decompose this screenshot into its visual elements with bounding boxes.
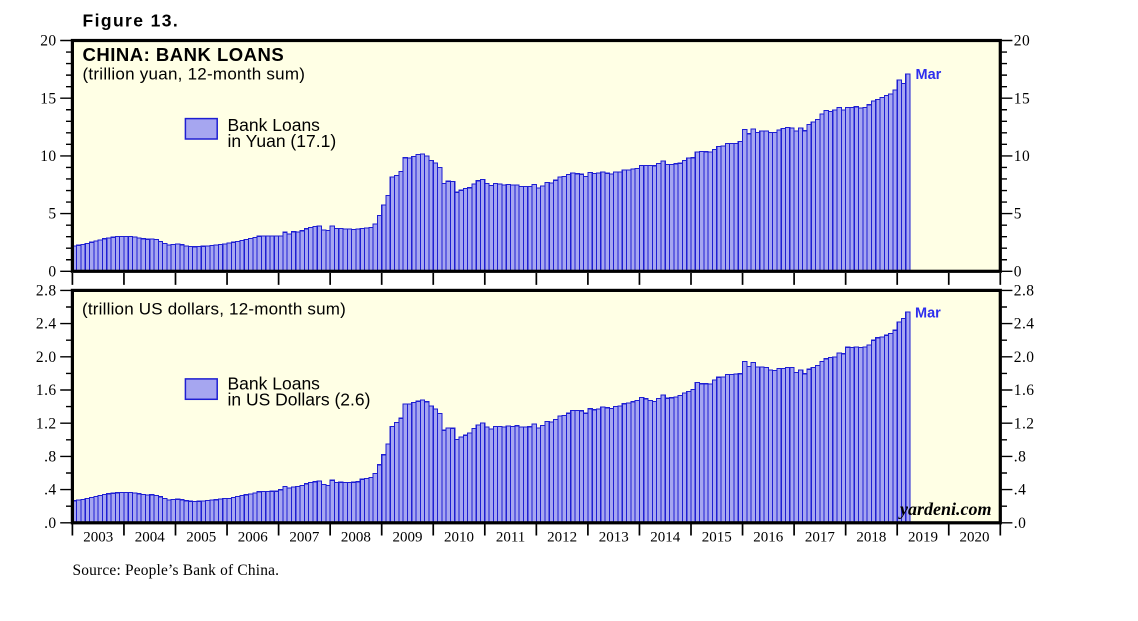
svg-text:2011: 2011 xyxy=(496,530,525,546)
svg-text:.0: .0 xyxy=(44,515,56,532)
svg-text:2.4: 2.4 xyxy=(1014,316,1035,333)
svg-text:.4: .4 xyxy=(44,482,56,499)
svg-text:2018: 2018 xyxy=(856,530,886,546)
svg-text:0: 0 xyxy=(1014,263,1022,280)
svg-text:2013: 2013 xyxy=(599,530,629,546)
svg-text:5: 5 xyxy=(1014,206,1022,223)
svg-text:2009: 2009 xyxy=(393,530,423,546)
svg-text:2.8: 2.8 xyxy=(1014,283,1035,300)
svg-text:2.4: 2.4 xyxy=(36,316,57,333)
svg-text:2016: 2016 xyxy=(753,530,784,546)
svg-text:.0: .0 xyxy=(1014,515,1026,532)
svg-text:Bank Loans: Bank Loans xyxy=(228,374,321,394)
svg-text:2007: 2007 xyxy=(289,530,320,546)
svg-text:Bank Loans: Bank Loans xyxy=(228,115,321,135)
svg-text:2006: 2006 xyxy=(238,530,269,546)
svg-text:(trillion yuan, 12-month sum): (trillion yuan, 12-month sum) xyxy=(83,65,306,84)
svg-text:1.6: 1.6 xyxy=(36,382,57,399)
svg-text:1.2: 1.2 xyxy=(36,415,57,432)
svg-text:2012: 2012 xyxy=(547,530,577,546)
svg-text:1.6: 1.6 xyxy=(1014,382,1035,399)
svg-text:Source: People’s Bank of China: Source: People’s Bank of China. xyxy=(73,562,280,579)
svg-text:.8: .8 xyxy=(44,449,56,466)
svg-text:Figure 13.: Figure 13. xyxy=(83,11,180,31)
svg-text:2004: 2004 xyxy=(135,530,166,546)
svg-text:yardeni.com: yardeni.com xyxy=(898,499,992,519)
svg-text:2020: 2020 xyxy=(960,530,990,546)
svg-text:20: 20 xyxy=(40,33,56,50)
svg-text:.4: .4 xyxy=(1014,482,1026,499)
svg-text:10: 10 xyxy=(40,148,56,165)
svg-text:15: 15 xyxy=(1014,90,1030,107)
svg-text:2014: 2014 xyxy=(650,530,681,546)
svg-text:.8: .8 xyxy=(1014,449,1026,466)
svg-text:10: 10 xyxy=(1014,148,1030,165)
svg-text:CHINA: BANK LOANS: CHINA: BANK LOANS xyxy=(83,44,285,65)
svg-text:in US Dollars (2.6): in US Dollars (2.6) xyxy=(228,390,371,410)
svg-text:2005: 2005 xyxy=(186,530,216,546)
svg-text:0: 0 xyxy=(48,263,56,280)
svg-text:Mar: Mar xyxy=(915,305,941,321)
svg-text:1.2: 1.2 xyxy=(1014,415,1035,432)
svg-text:2008: 2008 xyxy=(341,530,371,546)
svg-text:2.8: 2.8 xyxy=(36,283,57,300)
svg-text:2015: 2015 xyxy=(702,530,732,546)
svg-text:20: 20 xyxy=(1014,33,1030,50)
svg-text:Mar: Mar xyxy=(916,67,942,83)
svg-text:5: 5 xyxy=(48,206,56,223)
svg-text:in Yuan (17.1): in Yuan (17.1) xyxy=(228,131,337,151)
svg-text:2010: 2010 xyxy=(444,530,474,546)
svg-text:15: 15 xyxy=(40,90,56,107)
svg-text:2.0: 2.0 xyxy=(36,349,57,366)
svg-text:2019: 2019 xyxy=(908,530,938,546)
svg-text:2.0: 2.0 xyxy=(1014,349,1035,366)
svg-text:(trillion US dollars, 12-month: (trillion US dollars, 12-month sum) xyxy=(82,300,346,319)
svg-text:2003: 2003 xyxy=(83,530,113,546)
svg-text:2017: 2017 xyxy=(805,530,836,546)
